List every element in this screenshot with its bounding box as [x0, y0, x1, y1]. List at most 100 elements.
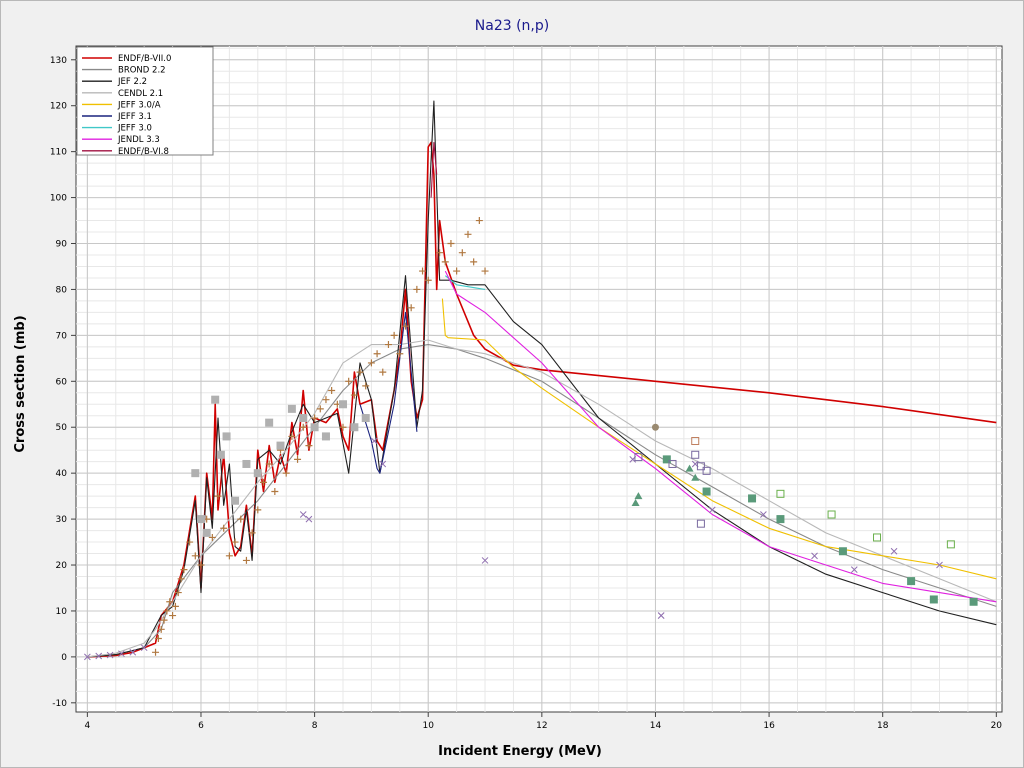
data-point	[424, 276, 432, 284]
y-axis-label: Cross section (mb)	[13, 315, 28, 452]
data-point	[890, 547, 898, 555]
data-point	[339, 400, 348, 409]
data-point	[407, 304, 415, 312]
data-point	[475, 217, 483, 225]
legend-label: JEFF 3.0	[117, 124, 152, 134]
data-point	[696, 462, 705, 471]
series-line	[359, 311, 418, 474]
y-tick-label: 20	[56, 561, 68, 571]
legend-label: JEFF 3.0/A	[117, 100, 161, 110]
data-point	[361, 414, 370, 423]
data-point	[436, 249, 444, 257]
data-point	[216, 450, 225, 459]
y-tick-label: 90	[56, 240, 68, 250]
x-axis-label: Incident Energy (MeV)	[438, 744, 602, 759]
data-point	[929, 595, 938, 604]
data-point	[160, 616, 168, 624]
data-point	[470, 258, 478, 266]
data-point	[691, 473, 700, 481]
data-point	[321, 432, 330, 441]
data-point	[441, 258, 449, 266]
x-tick-label: 16	[763, 721, 775, 731]
data-point	[419, 267, 427, 275]
data-point	[305, 442, 313, 450]
data-point	[384, 341, 392, 349]
data-point	[95, 652, 103, 660]
grid	[76, 46, 1002, 712]
series-line	[87, 344, 997, 658]
series-line	[444, 270, 997, 603]
data-point	[748, 494, 757, 503]
chart-title: Na23 (n,p)	[475, 18, 549, 34]
data-point	[328, 386, 336, 394]
data-point	[282, 469, 290, 477]
data-point	[197, 561, 205, 569]
y-tick-label: 120	[50, 102, 67, 112]
data-point	[259, 478, 267, 486]
data-point	[163, 607, 171, 615]
data-point	[373, 350, 381, 358]
data-point	[271, 488, 279, 496]
x-tick-label: 12	[536, 721, 547, 731]
y-tick-label: 110	[50, 148, 67, 158]
y-tick-label: 0	[61, 653, 67, 663]
data-point	[379, 368, 387, 376]
data-point	[447, 240, 455, 248]
axes: 4 6 8 10 12 14 16 18 20 -10 0 10 20 30 40 50 60 70 80 90 100…	[50, 56, 1003, 731]
data-point	[225, 552, 233, 560]
data-point	[401, 322, 409, 330]
data-point	[464, 230, 472, 238]
data-point	[152, 648, 160, 656]
data-point	[657, 612, 665, 619]
data-point	[231, 496, 240, 505]
x-tick-label: 10	[422, 721, 434, 731]
data-point	[214, 492, 222, 500]
data-point	[691, 437, 700, 446]
data-point	[157, 625, 165, 633]
legend-label: BROND 2.2	[118, 66, 166, 76]
data-point	[84, 653, 91, 661]
y-tick-label: 30	[56, 515, 68, 525]
legend-label: JENDL 3.3	[117, 135, 160, 145]
data-point	[350, 391, 358, 399]
data-point	[294, 455, 302, 463]
data-point	[231, 538, 239, 546]
data-point	[265, 460, 273, 468]
x-tick-label: 4	[84, 721, 90, 731]
data-point	[118, 650, 125, 658]
data-point	[631, 499, 640, 507]
data-point	[850, 566, 858, 573]
data-point	[186, 538, 194, 546]
y-tick-label: 50	[56, 423, 68, 433]
data-point	[702, 466, 711, 475]
data-point	[208, 533, 216, 541]
y-tick-label: 70	[56, 331, 68, 341]
data-point	[634, 453, 643, 462]
legend-box	[76, 46, 214, 156]
legend-label: JEFF 3.1	[117, 112, 152, 122]
data-point	[873, 533, 882, 542]
y-tick-label: 100	[50, 194, 67, 204]
data-point	[171, 602, 179, 610]
data-point	[827, 510, 836, 519]
data-point	[838, 547, 847, 556]
data-point	[196, 515, 205, 524]
data-point	[668, 459, 677, 468]
data-point	[634, 492, 643, 500]
data-point	[253, 469, 262, 478]
data-point	[248, 529, 256, 537]
data-point	[299, 423, 307, 431]
y-tick-label: -10	[52, 699, 67, 709]
data-point	[106, 651, 114, 659]
data-point	[367, 359, 375, 367]
data-point	[242, 556, 250, 564]
x-tick-label: 14	[650, 721, 662, 731]
legend-label: ENDF/B-VI.8	[118, 147, 169, 157]
legend-label: ENDF/B-VII.0	[118, 54, 171, 64]
data-point	[305, 515, 313, 523]
data-point	[345, 377, 353, 385]
series-line	[87, 100, 997, 658]
data-point	[222, 432, 231, 441]
